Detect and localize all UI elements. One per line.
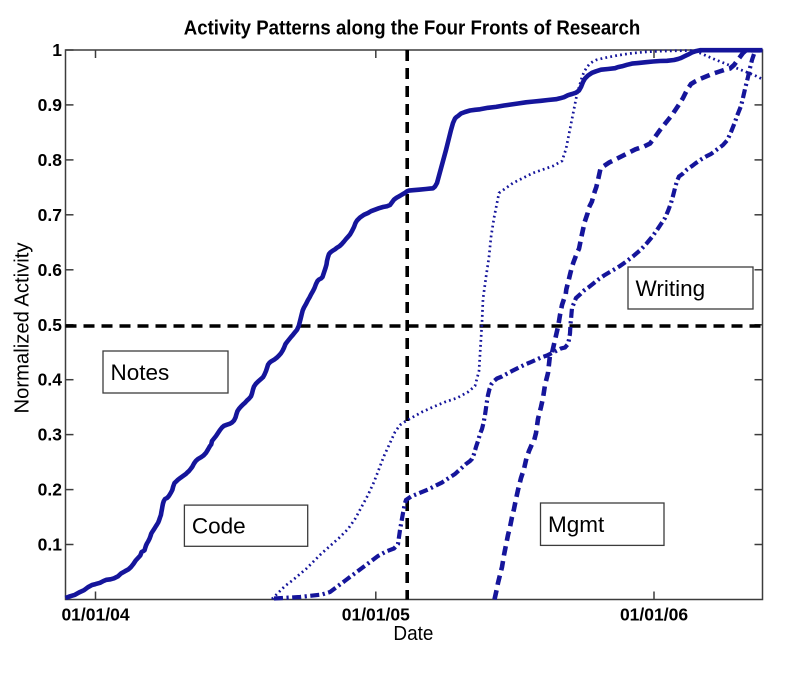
svg-text:Normalized Activity: Normalized Activity [12,243,34,414]
svg-text:Notes: Notes [111,360,170,385]
svg-text:01/01/06: 01/01/06 [620,605,688,625]
svg-text:01/01/04: 01/01/04 [61,605,129,625]
svg-text:0.8: 0.8 [38,150,63,170]
svg-text:0.3: 0.3 [38,425,63,445]
svg-text:Code: Code [192,514,246,539]
svg-text:Writing: Writing [636,276,706,301]
svg-text:0.6: 0.6 [38,260,63,280]
svg-text:01/01/05: 01/01/05 [342,605,410,625]
svg-text:Activity Patterns along the Fo: Activity Patterns along the Four Fronts … [184,17,641,40]
svg-text:0.2: 0.2 [38,480,63,500]
svg-text:Mgmt: Mgmt [548,512,605,537]
svg-text:0.4: 0.4 [38,370,63,390]
svg-text:0.7: 0.7 [38,205,62,225]
svg-text:Date: Date [393,623,433,645]
svg-text:0.9: 0.9 [38,95,63,115]
svg-text:1: 1 [52,40,62,60]
svg-text:0.1: 0.1 [38,535,63,555]
svg-text:0.5: 0.5 [38,315,63,335]
